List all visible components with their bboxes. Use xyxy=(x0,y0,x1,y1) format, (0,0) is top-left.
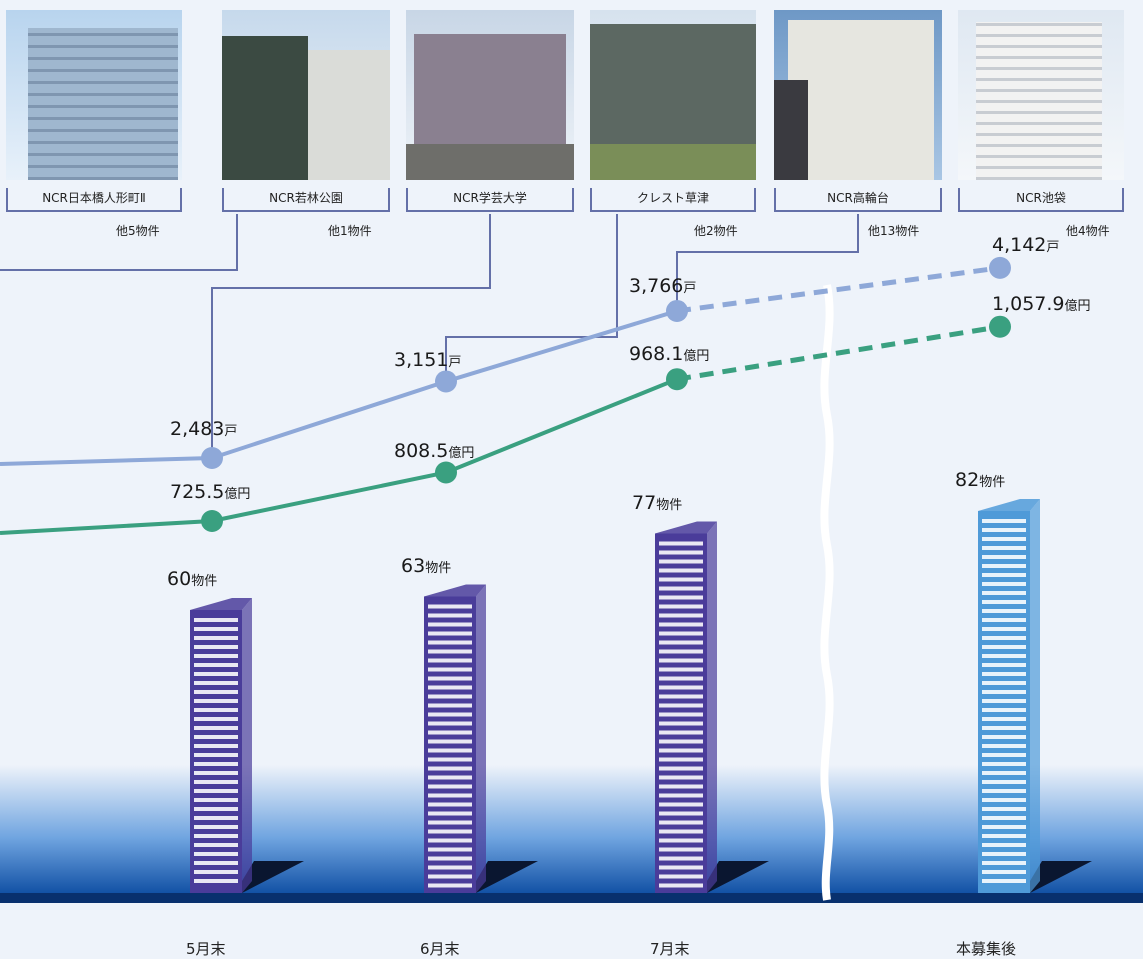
axis-break-line xyxy=(820,284,834,901)
point-label-1-7月末: 3,766戸 xyxy=(629,274,697,297)
property-photo-1 xyxy=(6,10,182,180)
bar-label-5月末: 60物件 xyxy=(167,568,218,590)
category-label-5月末: 5月末 xyxy=(186,940,226,958)
point-label-1-5月末: 2,483戸 xyxy=(170,418,238,440)
base-band xyxy=(0,765,1143,898)
bar-6月末 xyxy=(424,584,538,893)
bar-label-6月末: 63物件 xyxy=(401,554,452,577)
series-line-1 xyxy=(0,265,1001,466)
bar-label-7月末: 77物件 xyxy=(632,491,683,514)
property-others-5: 他13物件 xyxy=(868,224,920,238)
property-label-6: NCR池袋 xyxy=(958,188,1124,212)
point-label-2-7月末: 968.1億円 xyxy=(629,343,710,366)
bar-5月末 xyxy=(190,598,304,893)
property-photo-2 xyxy=(222,10,390,180)
data-point-1-6月末 xyxy=(435,370,457,393)
property-label-1: NCR日本橋人形町Ⅱ xyxy=(6,188,182,212)
category-label-本募集後: 本募集後 xyxy=(956,940,1017,958)
bar-本募集後 xyxy=(978,499,1092,893)
point-label-2-6月末: 808.5億円 xyxy=(394,440,475,463)
series-line-2 xyxy=(0,324,1001,535)
property-others-2: 他1物件 xyxy=(328,224,372,238)
property-photo-3 xyxy=(406,10,574,180)
data-point-1-7月末 xyxy=(666,299,688,322)
point-label-2-5月末: 725.5億円 xyxy=(170,481,251,503)
property-label-2: NCR若林公園 xyxy=(222,188,390,212)
data-point-2-5月末 xyxy=(201,510,223,532)
property-label-4: クレスト草津 xyxy=(590,188,756,212)
data-point-2-7月末 xyxy=(666,368,688,391)
category-label-6月末: 6月末 xyxy=(420,940,460,958)
point-label-1-6月末: 3,151戸 xyxy=(394,349,462,372)
property-others-1: 他5物件 xyxy=(116,224,160,238)
property-label-5: NCR高輪台 xyxy=(774,188,942,212)
data-point-1-本募集後 xyxy=(989,256,1011,279)
point-label-1-本募集後: 4,142戸 xyxy=(992,233,1060,256)
photo-connector-lines xyxy=(0,214,859,452)
bar-label-本募集後: 82物件 xyxy=(955,469,1006,491)
point-label-2-本募集後: 1,057.9億円 xyxy=(992,292,1091,315)
property-label-3: NCR学芸大学 xyxy=(406,188,574,212)
property-photo-6 xyxy=(958,10,1124,180)
property-others-4: 他2物件 xyxy=(694,224,738,238)
property-others-6: 他4物件 xyxy=(1066,224,1110,238)
category-label-7月末: 7月末 xyxy=(650,940,690,958)
property-photo-5 xyxy=(774,10,942,180)
property-photo-4 xyxy=(590,10,756,180)
bar-7月末 xyxy=(655,521,769,893)
base-band-bottom xyxy=(0,893,1143,903)
data-point-2-6月末 xyxy=(435,461,457,484)
data-point-1-5月末 xyxy=(201,447,223,469)
data-point-2-本募集後 xyxy=(989,315,1011,338)
lines-layer xyxy=(0,256,1011,535)
bars-layer xyxy=(190,499,1092,893)
